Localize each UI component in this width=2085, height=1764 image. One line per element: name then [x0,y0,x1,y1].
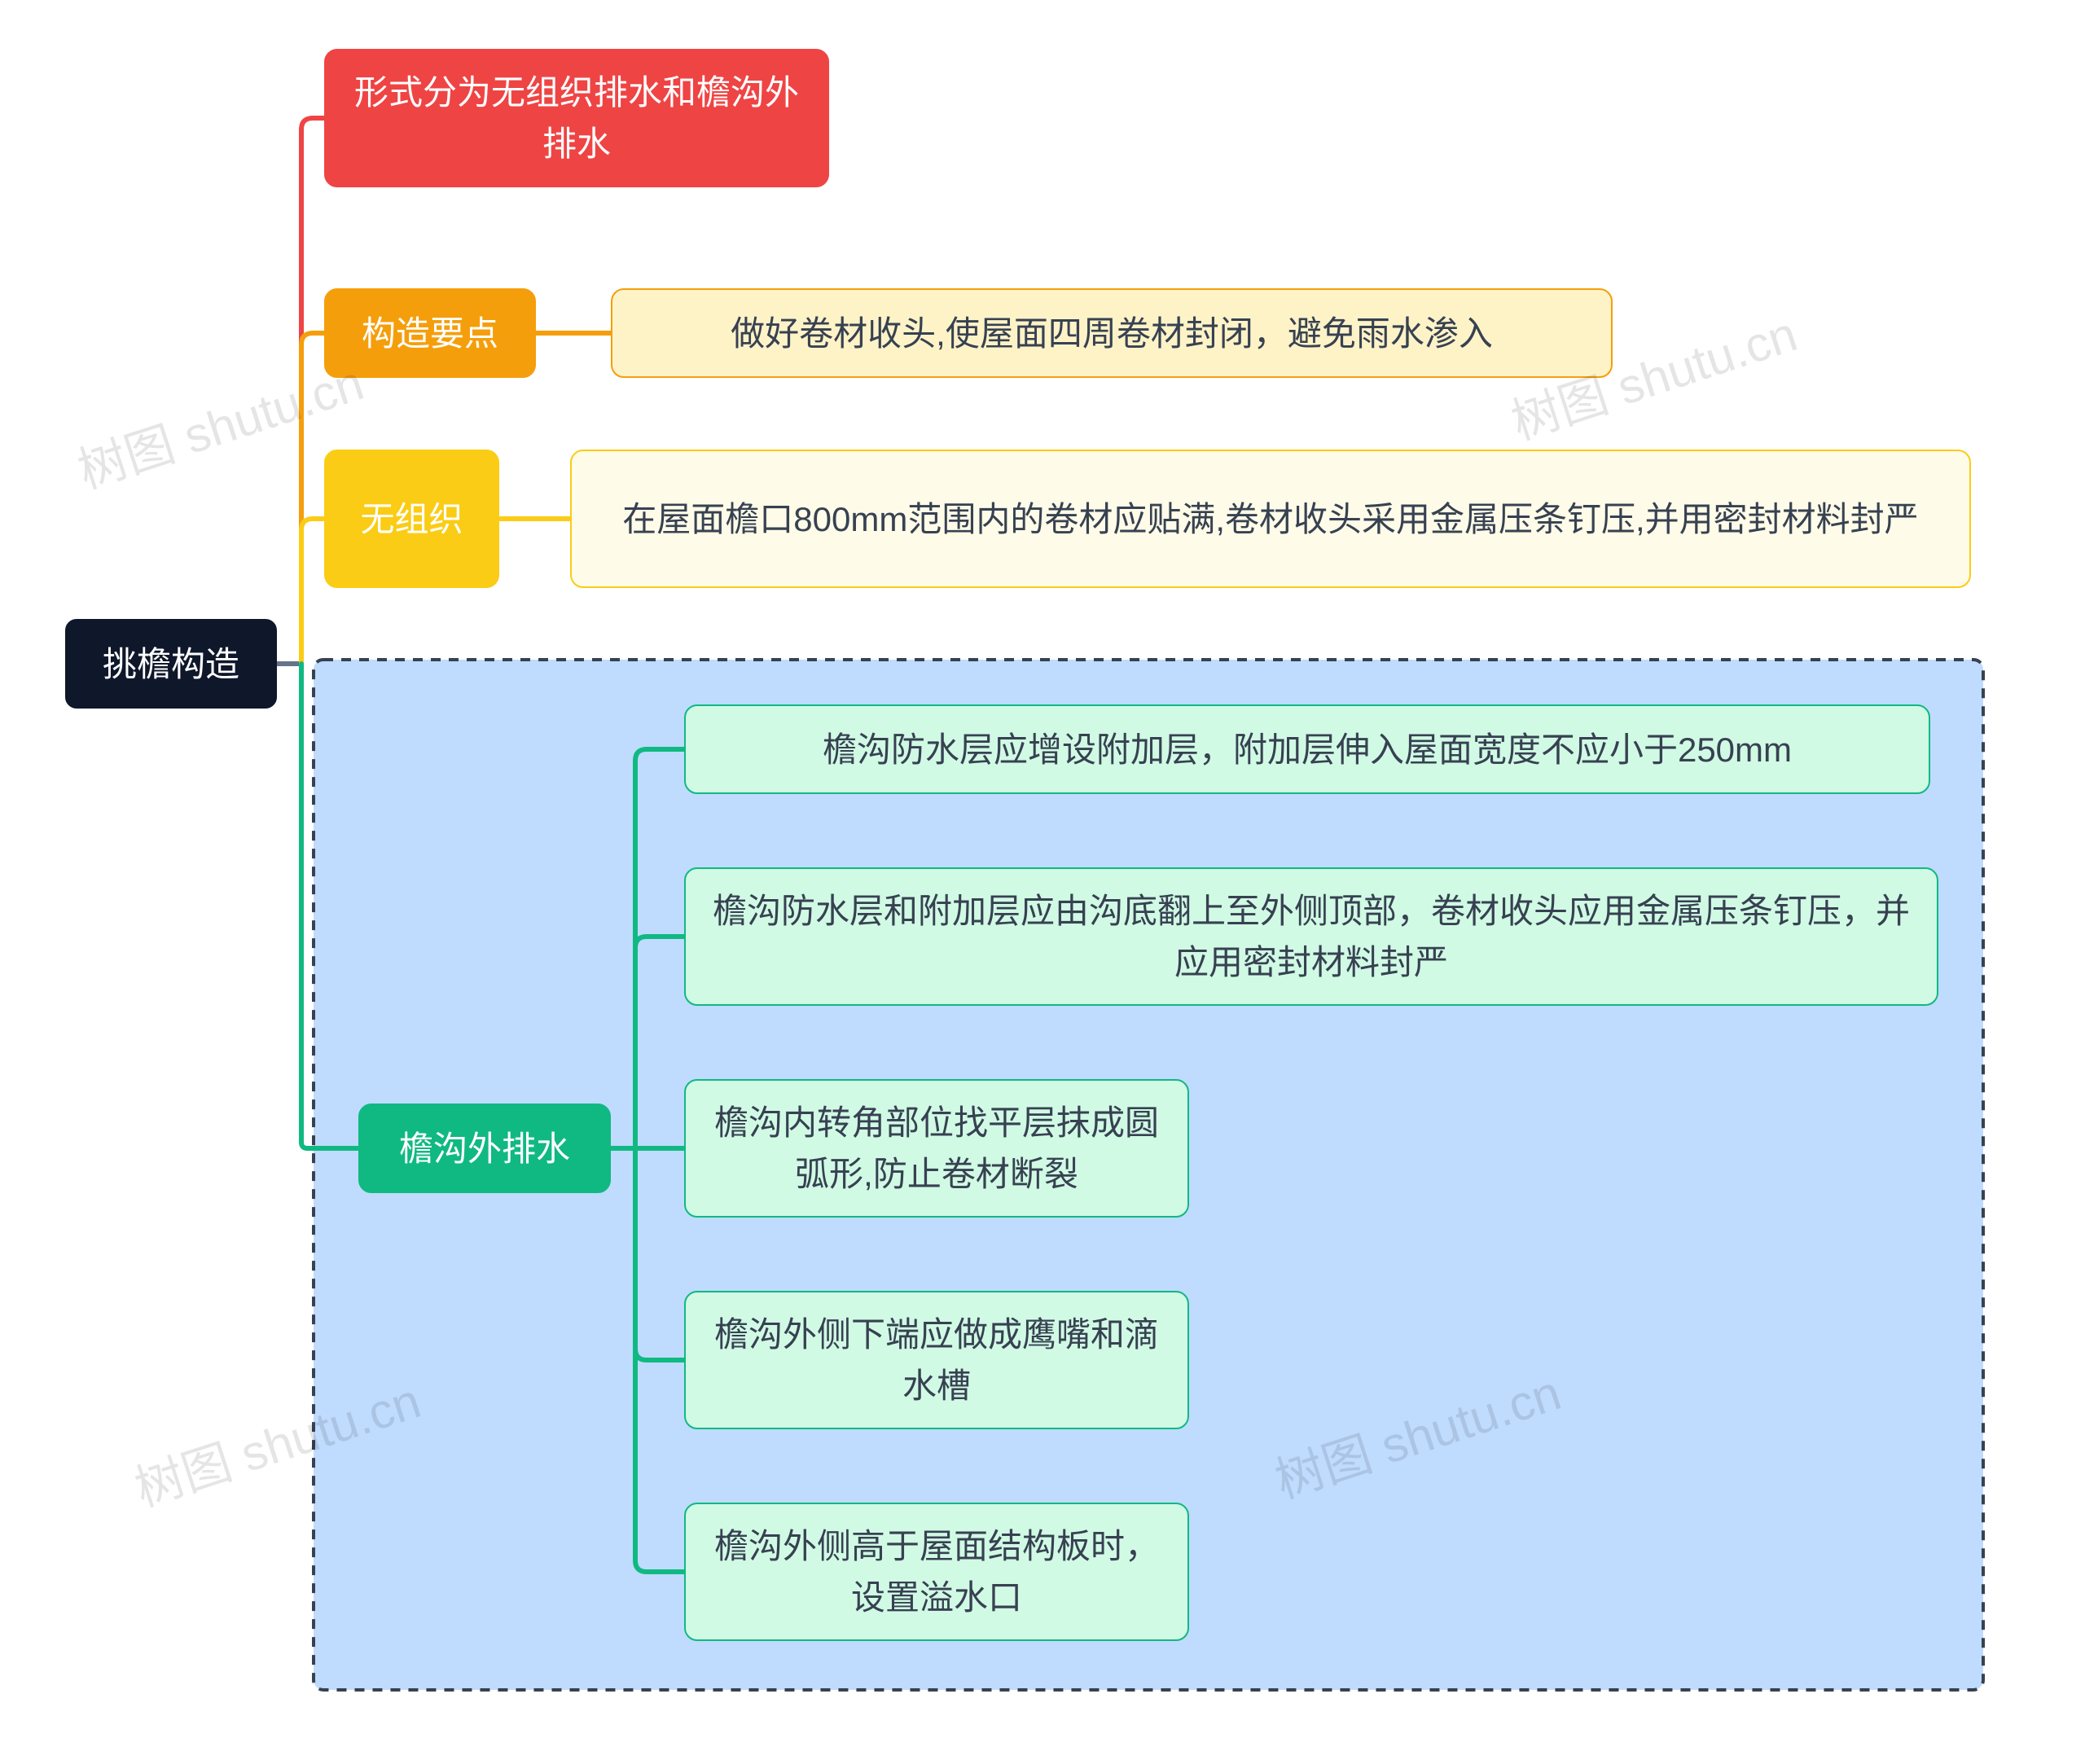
leaf-node-4-3-label: 檐沟内转角部位找平层抹成圆弧形,防止卷材断裂 [710,1097,1163,1200]
mindmap-canvas: 挑檐构造 形式分为无组织排水和檐沟外排水构造要点 做好卷材收头,使屋面四周卷材封闭，… [0,0,2085,1764]
branch-node-3-label: 无组织 [360,494,463,545]
leaf-node-4-4: 檐沟外侧下端应做成鹰嘴和滴水槽 [684,1291,1189,1429]
branch-node-4-label: 檐沟外排水 [399,1123,570,1174]
leaf-node-3-1: 在屋面檐口800mm范围内的卷材应贴满,卷材收头采用金属压条钉压,并用密封材料封… [570,450,1971,588]
branch-node-2: 构造要点 [324,288,536,378]
branch-node-3: 无组织 [324,450,499,588]
leaf-node-4-4-label: 檐沟外侧下端应做成鹰嘴和滴水槽 [710,1309,1163,1411]
leaf-node-4-2: 檐沟防水层和附加层应由沟底翻上至外侧顶部，卷材收头应用金属压条钉压，并应用密封材… [684,867,1938,1006]
leaf-node-4-3: 檐沟内转角部位找平层抹成圆弧形,防止卷材断裂 [684,1079,1189,1218]
leaf-node-4-5: 檐沟外侧高于屋面结构板时，设置溢水口 [684,1503,1189,1641]
leaf-node-2-1-label: 做好卷材收头,使屋面四周卷材封闭，避免雨水渗入 [731,308,1493,359]
leaf-node-4-1: 檐沟防水层应增设附加层，附加层伸入屋面宽度不应小于250mm [684,704,1930,794]
branch-node-1-label: 形式分为无组织排水和檐沟外排水 [350,67,803,169]
branch-node-2-label: 构造要点 [362,308,498,359]
branch-node-4: 檐沟外排水 [358,1104,611,1193]
watermark: 树图 shutu.cn [1265,1354,1569,1512]
branch-node-1: 形式分为无组织排水和檐沟外排水 [324,49,829,187]
leaf-node-2-1: 做好卷材收头,使屋面四周卷材封闭，避免雨水渗入 [611,288,1613,378]
leaf-node-3-1-label: 在屋面檐口800mm范围内的卷材应贴满,卷材收头采用金属压条钉压,并用密封材料封… [622,494,1918,545]
leaf-node-4-1-label: 檐沟防水层应增设附加层，附加层伸入屋面宽度不应小于250mm [823,724,1792,775]
root-node: 挑檐构造 [65,619,277,709]
watermark: 树图 shutu.cn [125,1362,428,1520]
leaf-node-4-5-label: 檐沟外侧高于屋面结构板时，设置溢水口 [710,1520,1163,1623]
root-node-label: 挑檐构造 [103,638,239,690]
leaf-node-4-2-label: 檐沟防水层和附加层应由沟底翻上至外侧顶部，卷材收头应用金属压条钉压，并应用密封材… [710,885,1912,988]
